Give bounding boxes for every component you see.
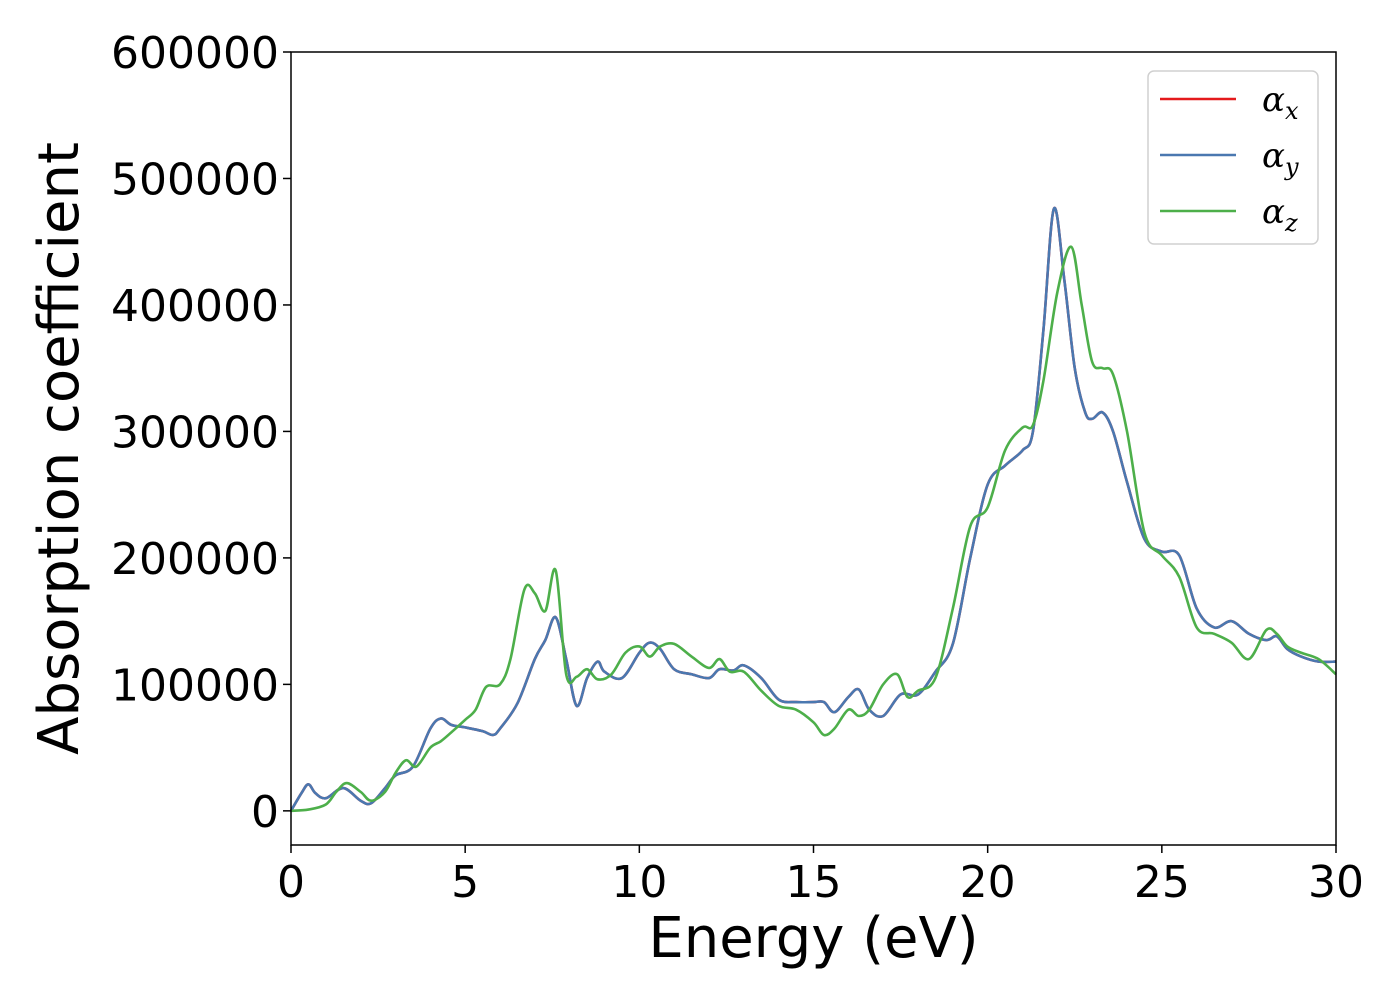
y-tick-label: 200000 xyxy=(111,534,279,585)
x-axis-ticks: 0 5 10 15 20 25 30 xyxy=(277,845,1364,908)
y-tick-label: 0 xyxy=(251,787,279,838)
y-axis-ticks: 0 100000 200000 300000 400000 500000 600000 xyxy=(111,28,291,838)
x-tick-label: 10 xyxy=(611,857,667,908)
x-tick-label: 30 xyxy=(1308,857,1364,908)
plot-area-frame xyxy=(290,51,1337,846)
series-line-alpha-y xyxy=(289,206,1337,812)
legend-label-subscript: z xyxy=(1284,209,1298,237)
y-tick-label: 300000 xyxy=(111,407,279,458)
legend-label-alpha-y: αy xyxy=(1262,136,1299,181)
x-tick-label: 25 xyxy=(1134,857,1190,908)
x-tick-label: 5 xyxy=(451,857,479,908)
y-axis-label: Absorption coefficient xyxy=(27,142,92,755)
legend-label-base: α xyxy=(1262,136,1285,176)
x-tick-label: 0 xyxy=(277,857,305,908)
series-lines xyxy=(289,206,1337,813)
y-tick-label: 400000 xyxy=(111,281,279,332)
x-axis-label: Energy (eV) xyxy=(648,906,978,971)
legend-label-subscript: x xyxy=(1285,97,1299,125)
legend-box xyxy=(1147,70,1319,245)
x-tick-label: 15 xyxy=(786,857,842,908)
legend-label-subscript: y xyxy=(1284,153,1299,181)
legend-label-base: α xyxy=(1262,192,1285,232)
x-tick-label: 20 xyxy=(960,857,1016,908)
legend-label-alpha-z: αz xyxy=(1262,192,1298,237)
y-tick-label: 600000 xyxy=(111,28,279,79)
y-tick-label: 100000 xyxy=(111,660,279,711)
y-tick-label: 500000 xyxy=(111,154,279,205)
series-line-alpha-x xyxy=(289,206,1337,812)
series-line-alpha-z xyxy=(290,245,1337,813)
legend-label-base: α xyxy=(1262,80,1285,120)
legend-label-alpha-x: αx xyxy=(1262,80,1299,125)
